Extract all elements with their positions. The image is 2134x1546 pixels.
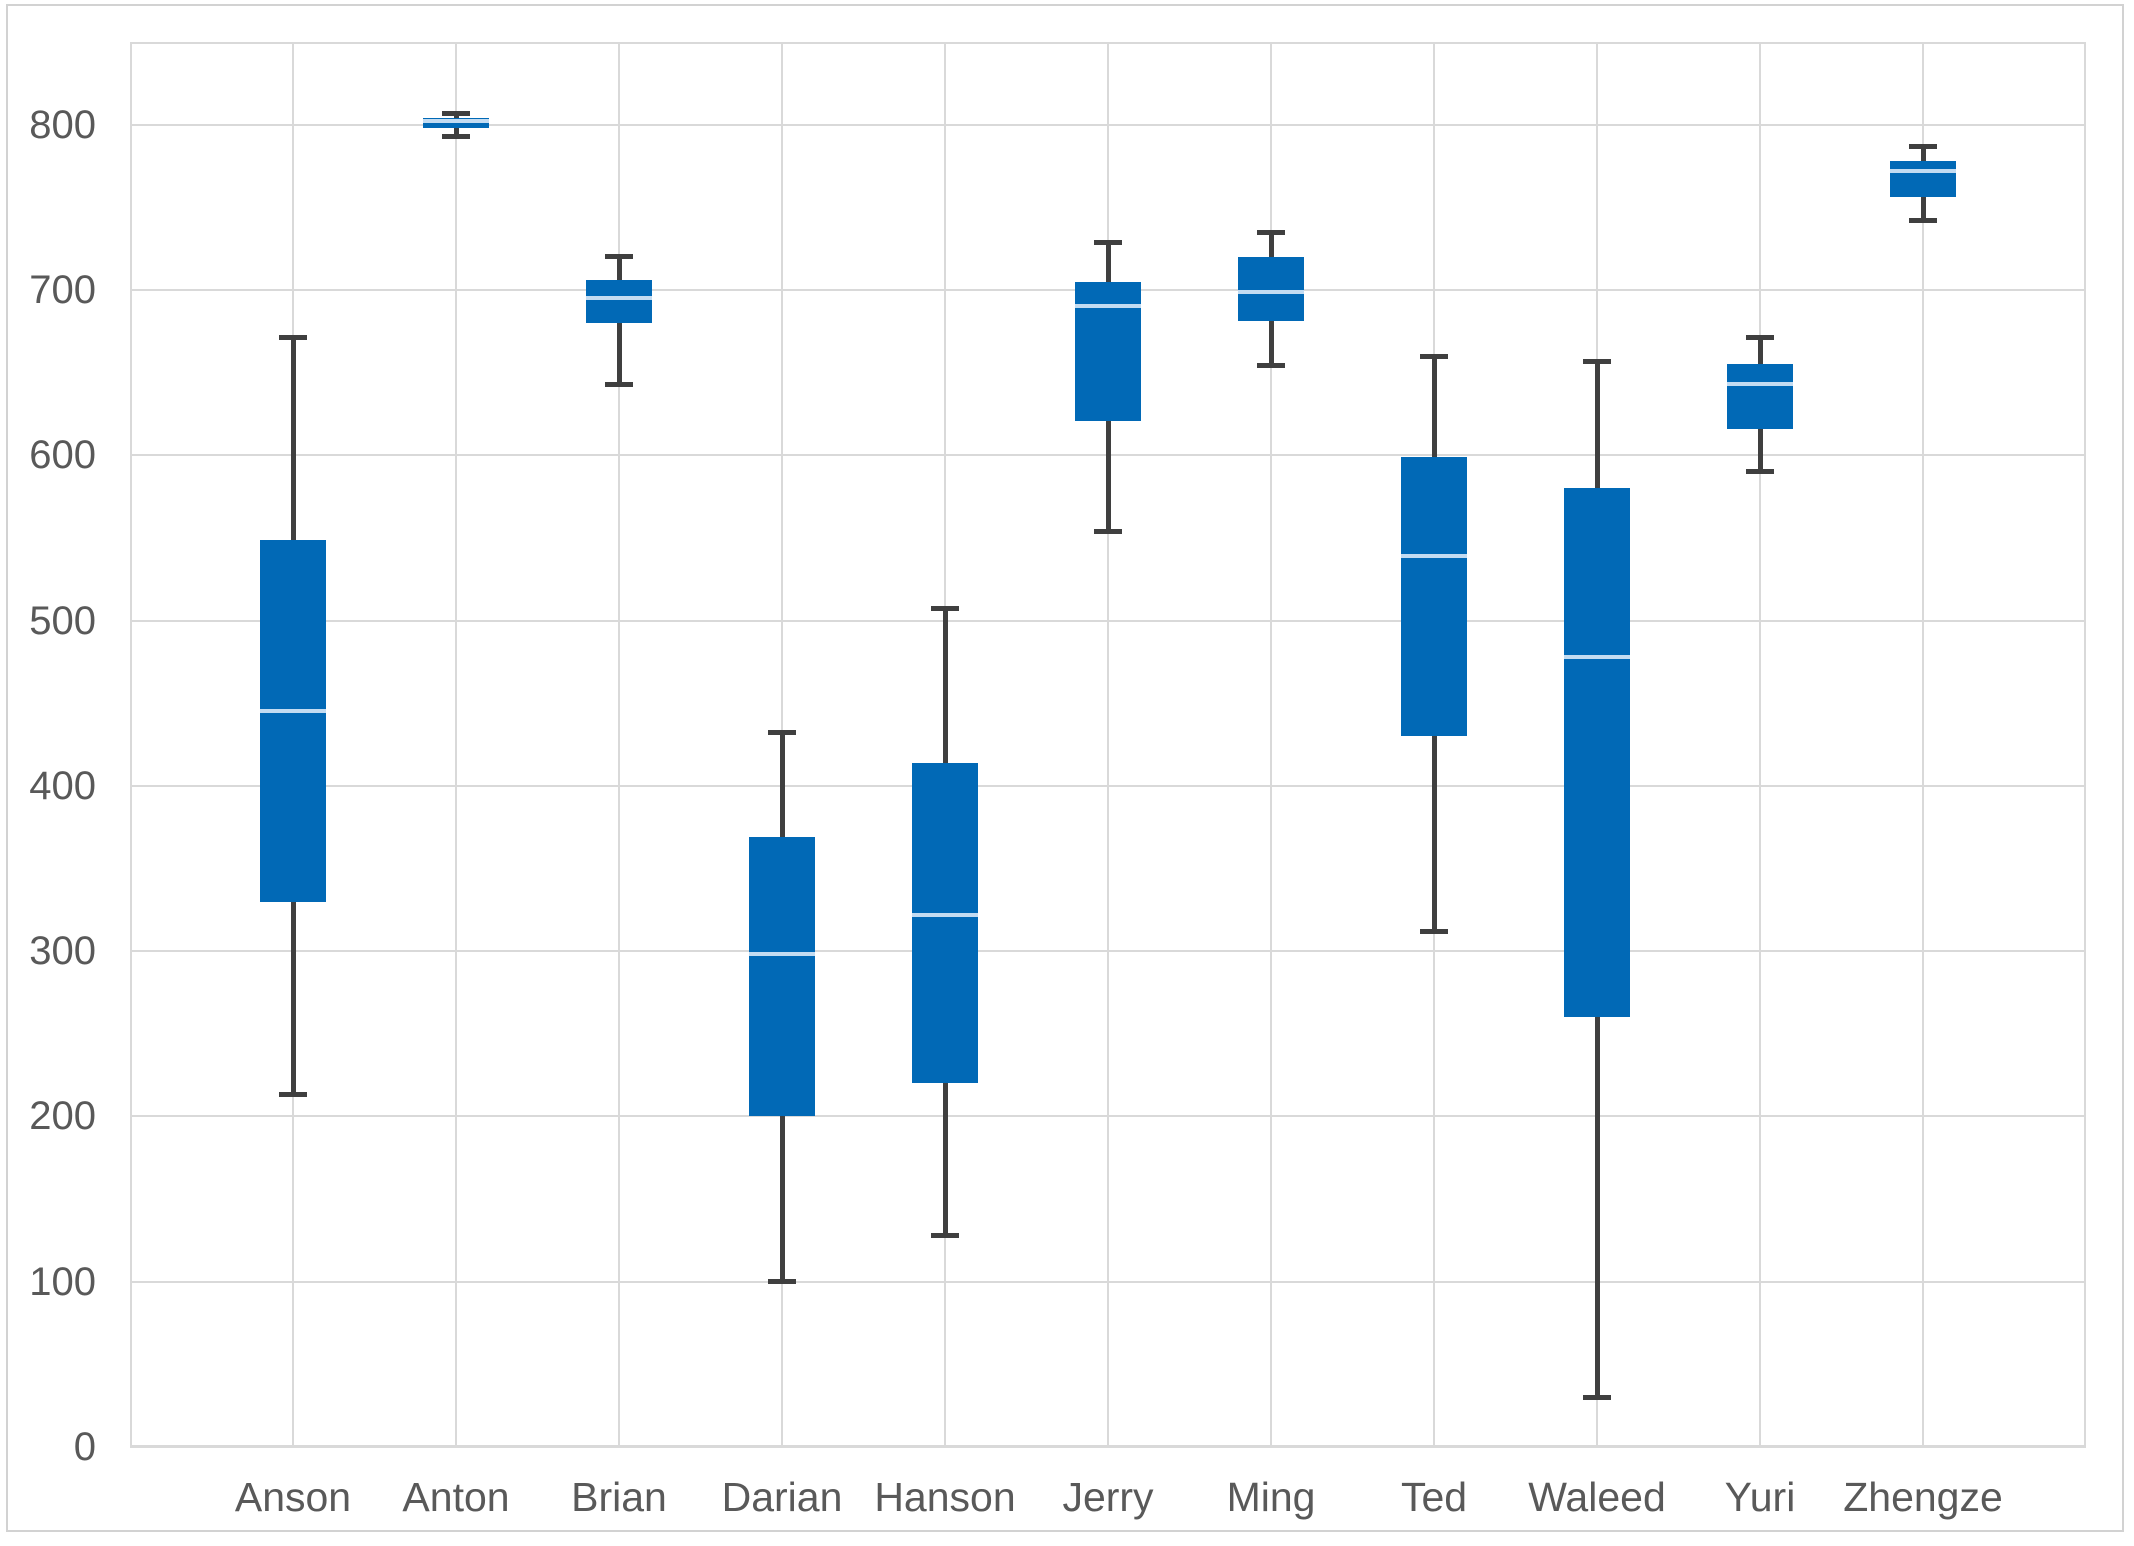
median-line-zhengze	[1890, 168, 1956, 173]
whisker-upper-line-hanson	[942, 608, 948, 763]
y-tick-label-300: 300	[29, 929, 96, 974]
x-category-label-anson: Anson	[234, 1474, 352, 1520]
whisker-lower-line-hanson	[942, 1083, 948, 1236]
whisker-lower-line-yuri	[1757, 428, 1763, 472]
whisker-lower-cap-waleed	[1583, 1394, 1611, 1400]
whisker-lower-line-darian	[779, 1116, 785, 1282]
v-gridline-ming	[1270, 42, 1272, 1447]
box-waleed	[1564, 488, 1630, 1018]
y-tick-label-100: 100	[29, 1259, 96, 1304]
whisker-lower-line-brian	[616, 323, 622, 385]
x-category-label-jerry: Jerry	[1062, 1474, 1154, 1520]
whisker-upper-line-zhengze	[1920, 146, 1926, 161]
box-ming	[1238, 256, 1304, 322]
whisker-upper-line-yuri	[1757, 337, 1763, 365]
y-tick-label-400: 400	[29, 763, 96, 808]
y-tick-label-500: 500	[29, 598, 96, 643]
box-brian	[586, 280, 652, 323]
x-category-label-ming: Ming	[1226, 1474, 1316, 1520]
x-category-label-zhengze: Zhengze	[1843, 1474, 2003, 1520]
median-line-hanson	[912, 912, 978, 917]
x-category-label-ted: Ted	[1400, 1474, 1468, 1520]
median-line-brian	[586, 296, 652, 301]
y-tick-label-200: 200	[29, 1094, 96, 1139]
whisker-upper-cap-waleed	[1583, 358, 1611, 364]
whisker-lower-cap-anton	[442, 133, 470, 139]
x-category-label-yuri: Yuri	[1724, 1474, 1796, 1520]
whisker-upper-cap-ming	[1257, 229, 1285, 235]
whisker-lower-line-jerry	[1105, 420, 1111, 532]
median-line-ted	[1401, 554, 1467, 559]
median-line-anton	[423, 119, 489, 124]
y-tick-label-700: 700	[29, 267, 96, 312]
v-gridline-anton	[455, 42, 457, 1447]
whisker-upper-cap-yuri	[1746, 335, 1774, 341]
whisker-lower-cap-ming	[1257, 363, 1285, 369]
whisker-lower-line-anton	[453, 127, 459, 137]
whisker-upper-line-anson	[290, 337, 296, 540]
whisker-lower-cap-ted	[1420, 928, 1448, 934]
v-gridline-yuri	[1759, 42, 1761, 1447]
whisker-upper-cap-anson	[279, 335, 307, 341]
whisker-lower-line-anson	[290, 901, 296, 1095]
whisker-upper-line-ming	[1268, 232, 1274, 257]
x-category-label-hanson: Hanson	[874, 1474, 1016, 1520]
median-line-ming	[1238, 289, 1304, 294]
whisker-upper-line-waleed	[1594, 361, 1600, 489]
median-line-yuri	[1727, 382, 1793, 387]
whisker-upper-cap-hanson	[931, 606, 959, 612]
whisker-upper-cap-zhengze	[1909, 143, 1937, 149]
box-hanson	[912, 762, 978, 1084]
x-category-label-brian: Brian	[571, 1474, 667, 1520]
whisker-lower-line-ted	[1431, 736, 1437, 932]
box-zhengze	[1890, 161, 1956, 198]
box-jerry	[1075, 281, 1141, 421]
whisker-lower-cap-brian	[605, 381, 633, 387]
whisker-upper-line-darian	[779, 732, 785, 838]
whisker-lower-line-zhengze	[1920, 197, 1926, 221]
y-tick-label-800: 800	[29, 102, 96, 147]
whisker-lower-cap-hanson	[931, 1232, 959, 1238]
v-gridline-brian	[618, 42, 620, 1447]
median-line-jerry	[1075, 304, 1141, 309]
median-line-anson	[260, 709, 326, 714]
box-darian	[749, 837, 815, 1117]
y-tick-label-0: 0	[73, 1425, 96, 1469]
whisker-lower-line-ming	[1268, 321, 1274, 366]
whisker-lower-line-waleed	[1594, 1017, 1600, 1398]
whisker-upper-cap-jerry	[1094, 239, 1122, 245]
h-gridline-0	[130, 1446, 2086, 1448]
whisker-lower-cap-anson	[279, 1092, 307, 1098]
whisker-upper-cap-darian	[768, 730, 796, 736]
whisker-lower-cap-zhengze	[1909, 218, 1937, 224]
box-yuri	[1727, 364, 1793, 429]
median-line-waleed	[1564, 654, 1630, 659]
median-line-darian	[749, 952, 815, 957]
whisker-lower-cap-yuri	[1746, 469, 1774, 475]
x-category-label-darian: Darian	[721, 1474, 843, 1520]
whisker-lower-cap-jerry	[1094, 528, 1122, 534]
whisker-upper-line-ted	[1431, 356, 1437, 457]
y-tick-label-600: 600	[29, 433, 96, 478]
whisker-upper-cap-anton	[442, 110, 470, 116]
box-anson	[260, 539, 326, 902]
whisker-upper-line-brian	[616, 256, 622, 281]
box-ted	[1401, 456, 1467, 737]
whisker-upper-cap-brian	[605, 254, 633, 260]
whisker-lower-cap-darian	[768, 1279, 796, 1285]
v-gridline-jerry	[1107, 42, 1109, 1447]
whisker-upper-line-jerry	[1105, 242, 1111, 282]
x-category-label-anton: Anton	[402, 1474, 510, 1520]
v-gridline-zhengze	[1922, 42, 1924, 1447]
whisker-upper-cap-ted	[1420, 353, 1448, 359]
x-category-label-waleed: Waleed	[1528, 1474, 1666, 1520]
